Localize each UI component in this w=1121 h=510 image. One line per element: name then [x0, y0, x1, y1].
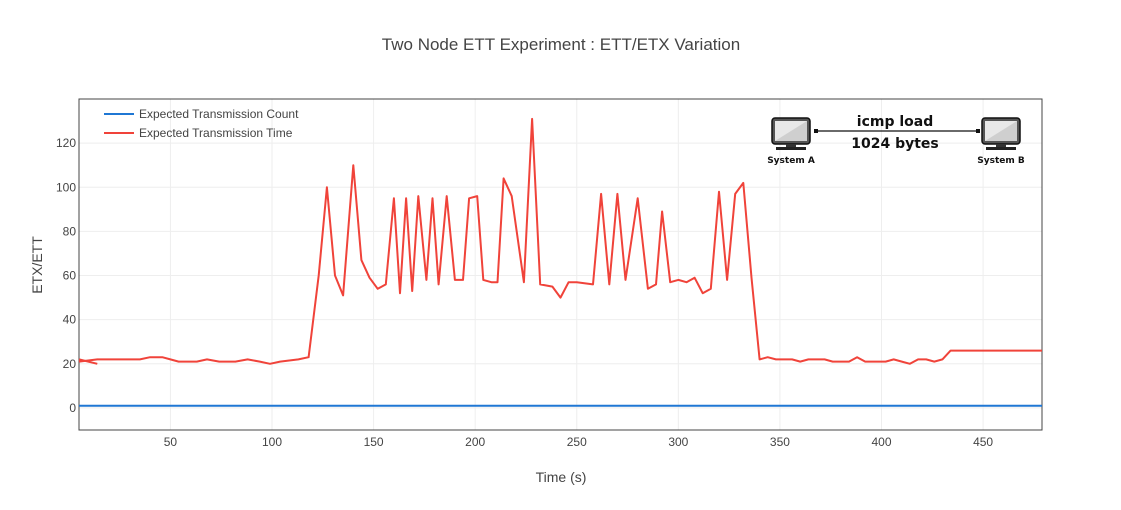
y-tick-label: 60: [63, 269, 77, 283]
x-tick-label: 50: [164, 435, 178, 449]
computer-icon-b: [981, 117, 1021, 150]
legend-label-etx: Expected Transmission Count: [139, 107, 299, 121]
plot-area: [78, 98, 1043, 431]
y-tick-label: 0: [69, 401, 76, 415]
link-end-a: [814, 129, 818, 133]
y-axis-title: ETX/ETT: [29, 236, 45, 294]
node-a-label: System A: [767, 156, 815, 166]
x-tick-label: 400: [871, 435, 891, 449]
link-label-load: icmp load: [857, 114, 933, 130]
y-tick-label: 100: [56, 180, 76, 194]
x-tick-label: 450: [973, 435, 993, 449]
y-tick-label: 20: [63, 357, 77, 371]
legend-label-ett: Expected Transmission Time: [139, 126, 293, 140]
x-tick-label: 200: [465, 435, 485, 449]
topology-inset: System A icmp load 1024 bytes System B: [767, 114, 1025, 166]
series-layer: [78, 117, 1042, 407]
y-tick-label: 80: [63, 224, 77, 238]
series-line-ett-start: [78, 358, 98, 365]
series-line-ett: [78, 117, 1042, 365]
grid-layer: [79, 99, 1042, 430]
x-tick-label: 100: [262, 435, 282, 449]
node-b-label: System B: [977, 156, 1025, 166]
x-tick-label: 150: [364, 435, 384, 449]
x-tick-label: 350: [770, 435, 790, 449]
link-label-size: 1024 bytes: [851, 136, 939, 152]
legend: Expected Transmission Count Expected Tra…: [104, 107, 299, 140]
link-end-b: [976, 129, 980, 133]
x-axis-title: Time (s): [536, 469, 587, 485]
y-tick-label: 120: [56, 136, 76, 150]
x-tick-label: 300: [668, 435, 688, 449]
y-tick-label: 40: [63, 313, 77, 327]
x-tick-label: 250: [567, 435, 587, 449]
computer-icon-a: [771, 117, 811, 150]
tick-layer: 50 100 150 200 250 300 350 400 450 0 20 40 60 80 100 12…: [56, 136, 993, 449]
chart-title: Two Node ETT Experiment : ETT/ETX Variat…: [382, 35, 740, 54]
